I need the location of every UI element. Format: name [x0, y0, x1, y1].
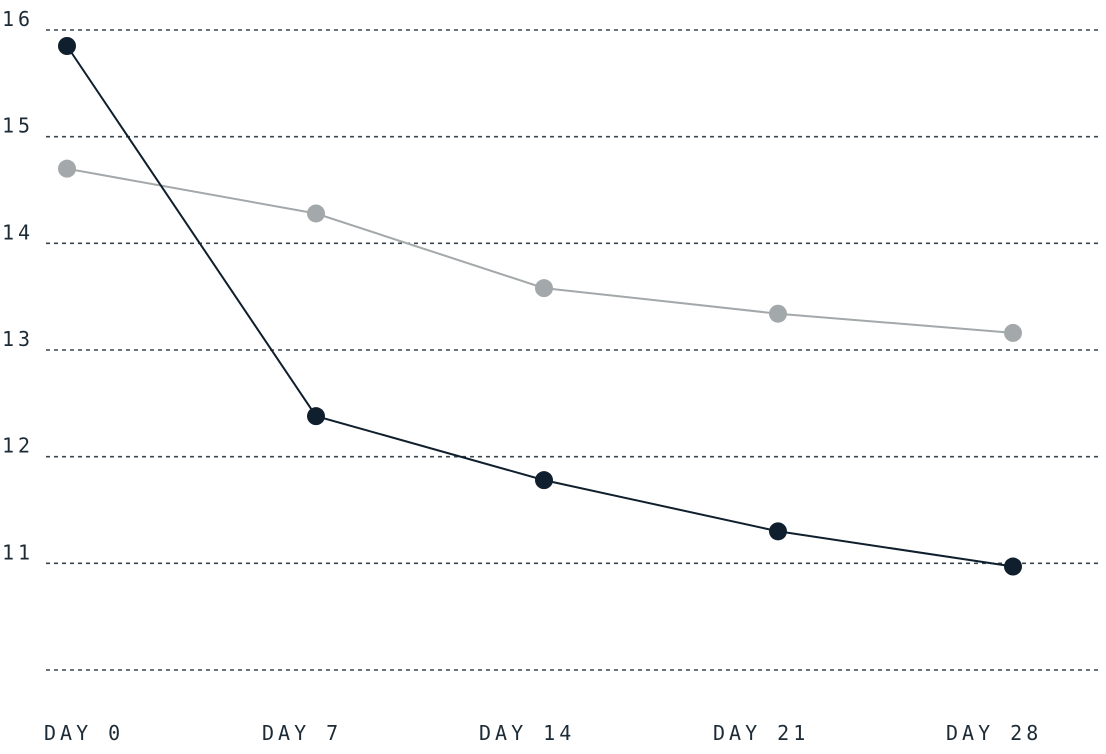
data-point [535, 279, 553, 298]
data-point [769, 522, 787, 541]
y-tick-label: 14 [2, 220, 34, 244]
x-tick-label: DAY 14 [479, 721, 575, 745]
y-tick-label: 16 [2, 7, 34, 31]
y-tick-label: 11 [2, 540, 34, 564]
series-points [58, 37, 1022, 576]
x-axis-tick-labels: DAY 0 DAY 7 DAY 14 DAY 21 DAY 28 [44, 721, 1042, 745]
x-tick-label: DAY 7 [262, 721, 342, 745]
data-point [58, 37, 76, 55]
data-point [769, 304, 787, 323]
data-point [307, 204, 325, 223]
data-point [1004, 323, 1022, 342]
series-line [66, 167, 1014, 334]
data-point [1004, 557, 1022, 576]
x-tick-label: DAY 28 [946, 721, 1042, 745]
data-point [58, 159, 76, 178]
data-point [535, 471, 553, 490]
series-lines [66, 45, 1014, 568]
y-tick-label: 12 [2, 434, 34, 458]
data-point [307, 407, 325, 426]
grid-lines [46, 29, 1102, 671]
y-axis-tick-labels: 11 12 13 14 15 16 [2, 7, 34, 564]
x-tick-label: DAY 21 [713, 721, 809, 745]
y-tick-label: 15 [2, 114, 34, 138]
series-line [66, 45, 1014, 568]
x-tick-label: DAY 0 [44, 721, 124, 745]
y-tick-label: 13 [2, 327, 34, 351]
